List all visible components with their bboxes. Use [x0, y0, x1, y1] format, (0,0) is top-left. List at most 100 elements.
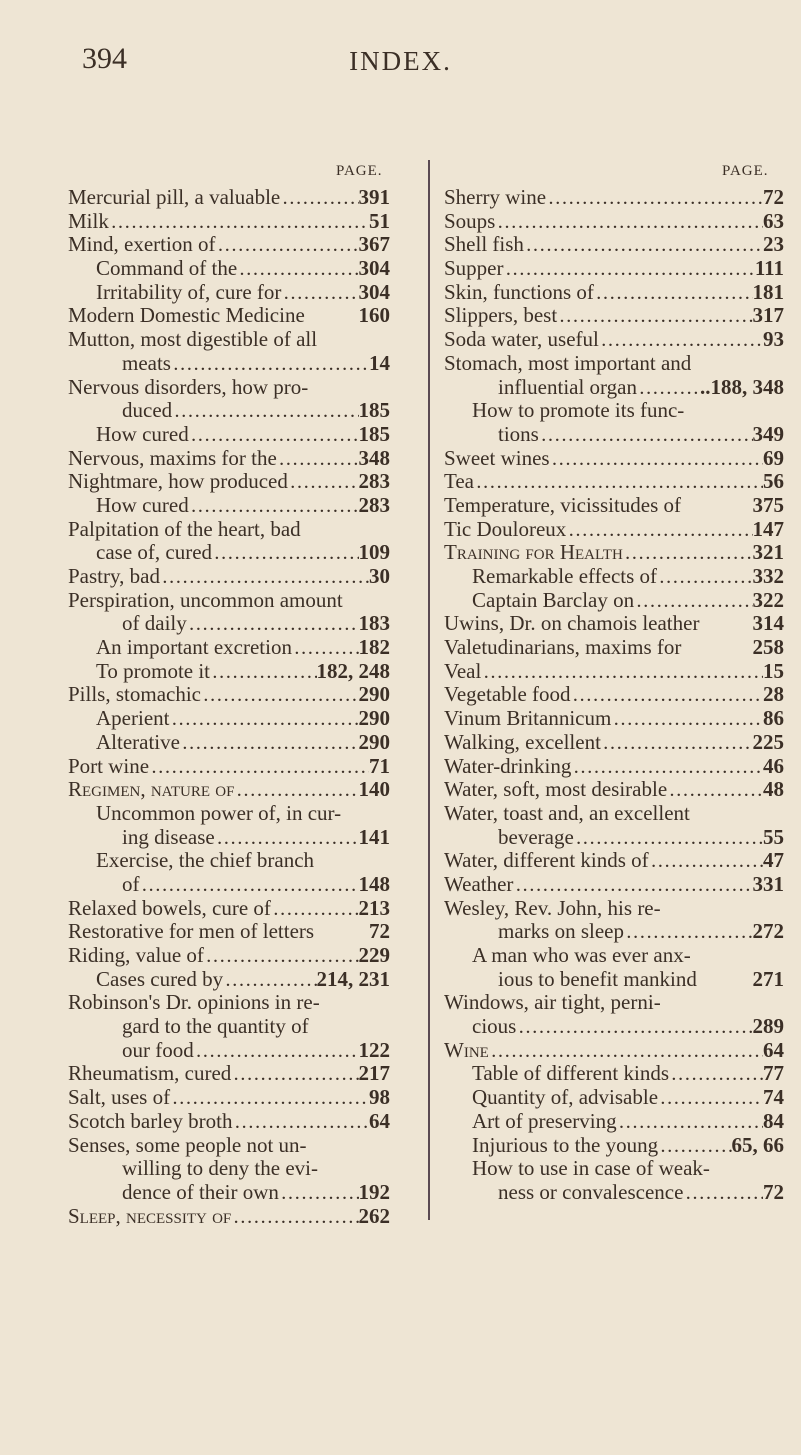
column-divider — [428, 160, 430, 1220]
entry-page-ref: 23 — [763, 232, 784, 257]
index-entry: Milk....................................… — [68, 208, 390, 234]
dot-leader: ........................................… — [637, 594, 752, 611]
index-entry: Pastry, bad.............................… — [68, 564, 390, 589]
index-entry: meats...................................… — [68, 351, 390, 376]
entry-text: case of, cured — [96, 540, 213, 565]
entry-page-ref: 77 — [763, 1061, 784, 1086]
dot-leader: ........................................… — [477, 476, 763, 493]
dot-leader: ........................................… — [206, 950, 359, 966]
entry-text: Scotch barley broth — [68, 1108, 233, 1133]
dot-leader: ........................................… — [552, 452, 763, 469]
dot-leader: ........................................… — [603, 736, 753, 753]
entry-page-ref: 290 — [358, 682, 391, 707]
entry-page-ref: 63 — [763, 208, 784, 233]
entry-text: Tic Douloreux — [444, 516, 567, 541]
entry-text: dence of their own — [122, 1179, 279, 1204]
page-column-label-left: PAGE. — [336, 163, 383, 179]
entry-text: Nervous disorders, how pro- — [68, 374, 309, 399]
entry-page-ref: 71 — [369, 753, 390, 778]
entry-page-ref: 84 — [763, 1108, 784, 1133]
dot-leader: ........................................… — [215, 547, 358, 564]
entry-page-ref: 141 — [358, 824, 391, 849]
entry-text: Nervous, maxims for the — [68, 445, 277, 470]
entry-text: our food — [122, 1037, 194, 1062]
entry-text: ious to benefit mankind — [498, 966, 697, 991]
entry-page-ref: 28 — [763, 682, 784, 707]
entry-page-ref: 148 — [358, 871, 391, 896]
entry-text: Art of preserving — [472, 1108, 617, 1133]
entry-text: Aperient — [96, 706, 170, 731]
entry-text: Restorative for men of letters — [68, 919, 315, 944]
dot-leader: ........................................… — [182, 736, 359, 753]
index-entry: ness or convalescence...................… — [444, 1180, 784, 1205]
entry-text: How cured — [96, 421, 189, 446]
entry-text: Mind, exertion of — [68, 232, 216, 257]
entry-text: influential organ — [498, 374, 637, 399]
entry-text: duced — [122, 398, 173, 423]
entry-page-ref: 349 — [752, 421, 785, 446]
entry-page-ref: 51 — [369, 208, 390, 233]
index-entry: ing disease.............................… — [68, 824, 391, 850]
dot-leader: ........................................… — [619, 1115, 763, 1132]
entry-text: Supper — [444, 256, 504, 281]
entry-text: Uwins, Dr. on chamois leather — [444, 611, 700, 636]
dot-leader: ........................................… — [541, 428, 753, 445]
dot-leader: ........................................… — [626, 926, 753, 943]
index-entry: How to use in case of weak-.............… — [444, 1156, 784, 1181]
dot-leader: ........................................… — [526, 239, 763, 256]
index-entry: Riding, value of........................… — [68, 943, 390, 968]
entry-page-ref: 348 — [358, 445, 391, 470]
entry-text: Regimen, nature of — [68, 777, 235, 802]
index-entry: Stomach, most important and.............… — [444, 351, 784, 376]
entry-text: Windows, air tight, perni- — [444, 990, 661, 1015]
dot-leader: ........................................… — [294, 642, 359, 659]
index-entry: Scotch barley broth.....................… — [68, 1108, 390, 1134]
entry-page-ref: 93 — [763, 327, 784, 352]
entry-page-ref: 15 — [763, 658, 784, 683]
index-entry: ious to benefit mankind.................… — [444, 966, 785, 992]
entry-page-ref: 192 — [358, 1179, 391, 1204]
index-entry: of......................................… — [68, 871, 391, 897]
index-entry: Water, soft, most desirable.............… — [444, 777, 784, 802]
dot-leader: ........................................… — [226, 973, 316, 990]
entry-page-ref: 271 — [752, 966, 785, 991]
dot-leader: ........................................… — [573, 689, 763, 706]
index-entry: Vinum Britannicum.......................… — [444, 706, 784, 731]
index-entry: duced...................................… — [68, 398, 390, 423]
dot-leader: ........................................… — [661, 1139, 731, 1156]
entry-text: Slippers, best — [444, 303, 558, 328]
dot-leader: ........................................… — [191, 428, 359, 445]
index-entry: Senses, some people not un-.............… — [68, 1133, 390, 1158]
dot-leader: ........................................… — [196, 1044, 359, 1061]
index-entry: Robinson's Dr. opinions in re-..........… — [68, 991, 390, 1015]
index-entry: Sherry wine.............................… — [444, 185, 784, 210]
index-entry: Modern Domestic Medicine................… — [68, 304, 390, 328]
dot-leader: ........................................… — [640, 381, 700, 398]
entry-text: of daily — [122, 611, 187, 636]
entry-text: How cured — [96, 492, 189, 517]
index-entry: Soda water, useful......................… — [444, 327, 784, 352]
page-number: 394 — [82, 42, 127, 75]
entry-page-ref: 72 — [369, 919, 390, 944]
entry-text: Remarkable effects of — [472, 564, 658, 588]
dot-leader: ........................................… — [686, 1186, 763, 1203]
index-entry: Walking, excellent......................… — [444, 729, 784, 755]
index-entry: Supper..................................… — [444, 256, 784, 281]
dot-leader: ........................................… — [111, 215, 369, 232]
index-entry: Windows, air tight, perni-..............… — [444, 991, 784, 1015]
dot-leader: ........................................… — [660, 571, 753, 587]
index-entry: Sweet wines.............................… — [444, 446, 784, 471]
index-entry: Mercurial pill, a valuable..............… — [68, 185, 390, 210]
dot-leader: ........................................… — [549, 192, 763, 208]
index-entry: marks on sleep..........................… — [444, 920, 784, 944]
entry-text: Walking, excellent — [444, 729, 601, 754]
entry-text: Uncommon power of, in cur- — [96, 800, 342, 825]
entry-page-ref: 181 — [752, 279, 785, 304]
entry-text: Riding, value of — [68, 943, 204, 967]
entry-page-ref: 290 — [358, 729, 391, 754]
entry-text: Robinson's Dr. opinions in re- — [68, 990, 320, 1015]
dot-leader: ........................................… — [574, 760, 763, 777]
entry-text: Exercise, the chief branch — [96, 848, 315, 873]
index-entry: Art of preserving.......................… — [444, 1108, 784, 1134]
index-entry: cious...................................… — [444, 1014, 784, 1039]
